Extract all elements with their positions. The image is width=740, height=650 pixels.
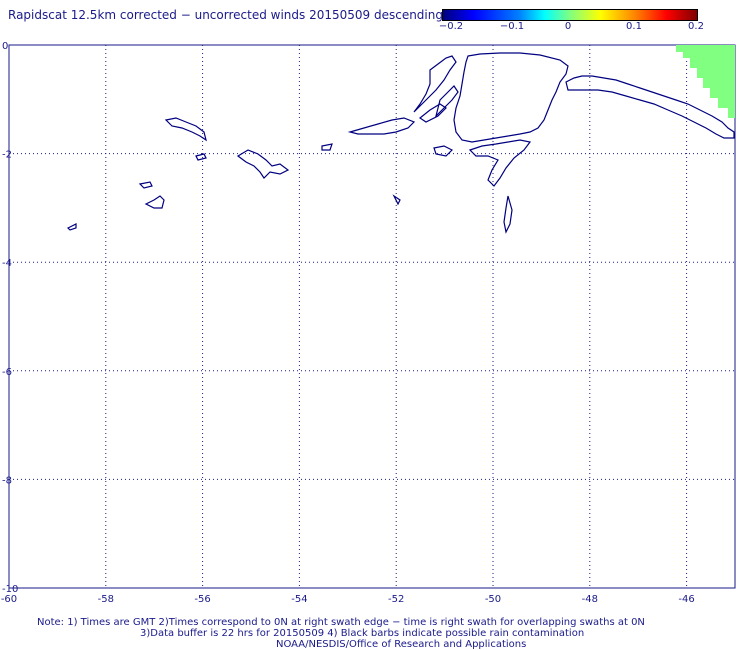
x-tick-label: -46 <box>678 594 694 605</box>
plot-frame <box>8 44 736 589</box>
coastline-river-mouth <box>347 117 416 135</box>
note-line-2: 3)Data buffer is 22 hrs for 20150509 4) … <box>140 628 585 639</box>
coastline-inlet <box>433 145 454 157</box>
coastline-west-3 <box>144 195 165 209</box>
coastline-west-4 <box>66 223 77 231</box>
colorbar-label: 0 <box>564 21 572 32</box>
wind-data-patch <box>676 45 735 118</box>
coastline-islands-north <box>434 85 459 118</box>
coastline-west-3 <box>138 181 153 189</box>
coastline-marajo <box>453 52 569 143</box>
tick-labels: -60 -58 -56 -54 -52 -50 -48 -46 0 -2 -4 -6 -8 -10 <box>1 41 695 605</box>
y-tick-label: -10 <box>2 584 18 595</box>
map-title: Rapidscat 12.5km corrected − uncorrected… <box>8 8 443 22</box>
x-tick-label: -48 <box>582 594 598 605</box>
coastline-islands-north <box>413 55 457 113</box>
gridlines <box>9 45 735 588</box>
note-line-1: Note: 1) Times are GMT 2)Times correspon… <box>37 617 645 628</box>
coastline-islands-north <box>418 103 447 123</box>
y-tick-label: -6 <box>2 367 12 378</box>
x-tick-label: -58 <box>98 594 114 605</box>
coastline-west-1 <box>164 117 207 142</box>
coastline-small <box>392 194 401 206</box>
coastline-east <box>565 75 735 139</box>
coastline-west-2 <box>236 149 290 179</box>
colorbar-label: −0.2 <box>438 21 464 32</box>
y-tick-label: 0 <box>2 41 8 52</box>
y-tick-label: -4 <box>2 258 12 269</box>
x-tick-label: -50 <box>485 594 501 605</box>
colorbar-label: −0.1 <box>499 21 525 32</box>
colorbar-label: 0.2 <box>688 21 704 32</box>
y-tick-label: -8 <box>2 475 12 486</box>
coastline-river <box>503 195 513 234</box>
colorbar-label: 0.1 <box>626 21 642 32</box>
colorbar <box>442 9 698 21</box>
coastline-west-1 <box>195 153 207 161</box>
x-tick-label: -52 <box>388 594 404 605</box>
coastlines <box>66 52 735 234</box>
x-tick-label: -60 <box>1 594 17 605</box>
y-tick-label: -2 <box>2 150 12 161</box>
note-line-3: NOAA/NESDIS/Office of Research and Appli… <box>276 639 527 650</box>
coastline-inlet <box>321 143 333 151</box>
x-tick-label: -56 <box>194 594 210 605</box>
coastline-bay <box>468 139 532 187</box>
x-tick-label: -54 <box>291 594 307 605</box>
